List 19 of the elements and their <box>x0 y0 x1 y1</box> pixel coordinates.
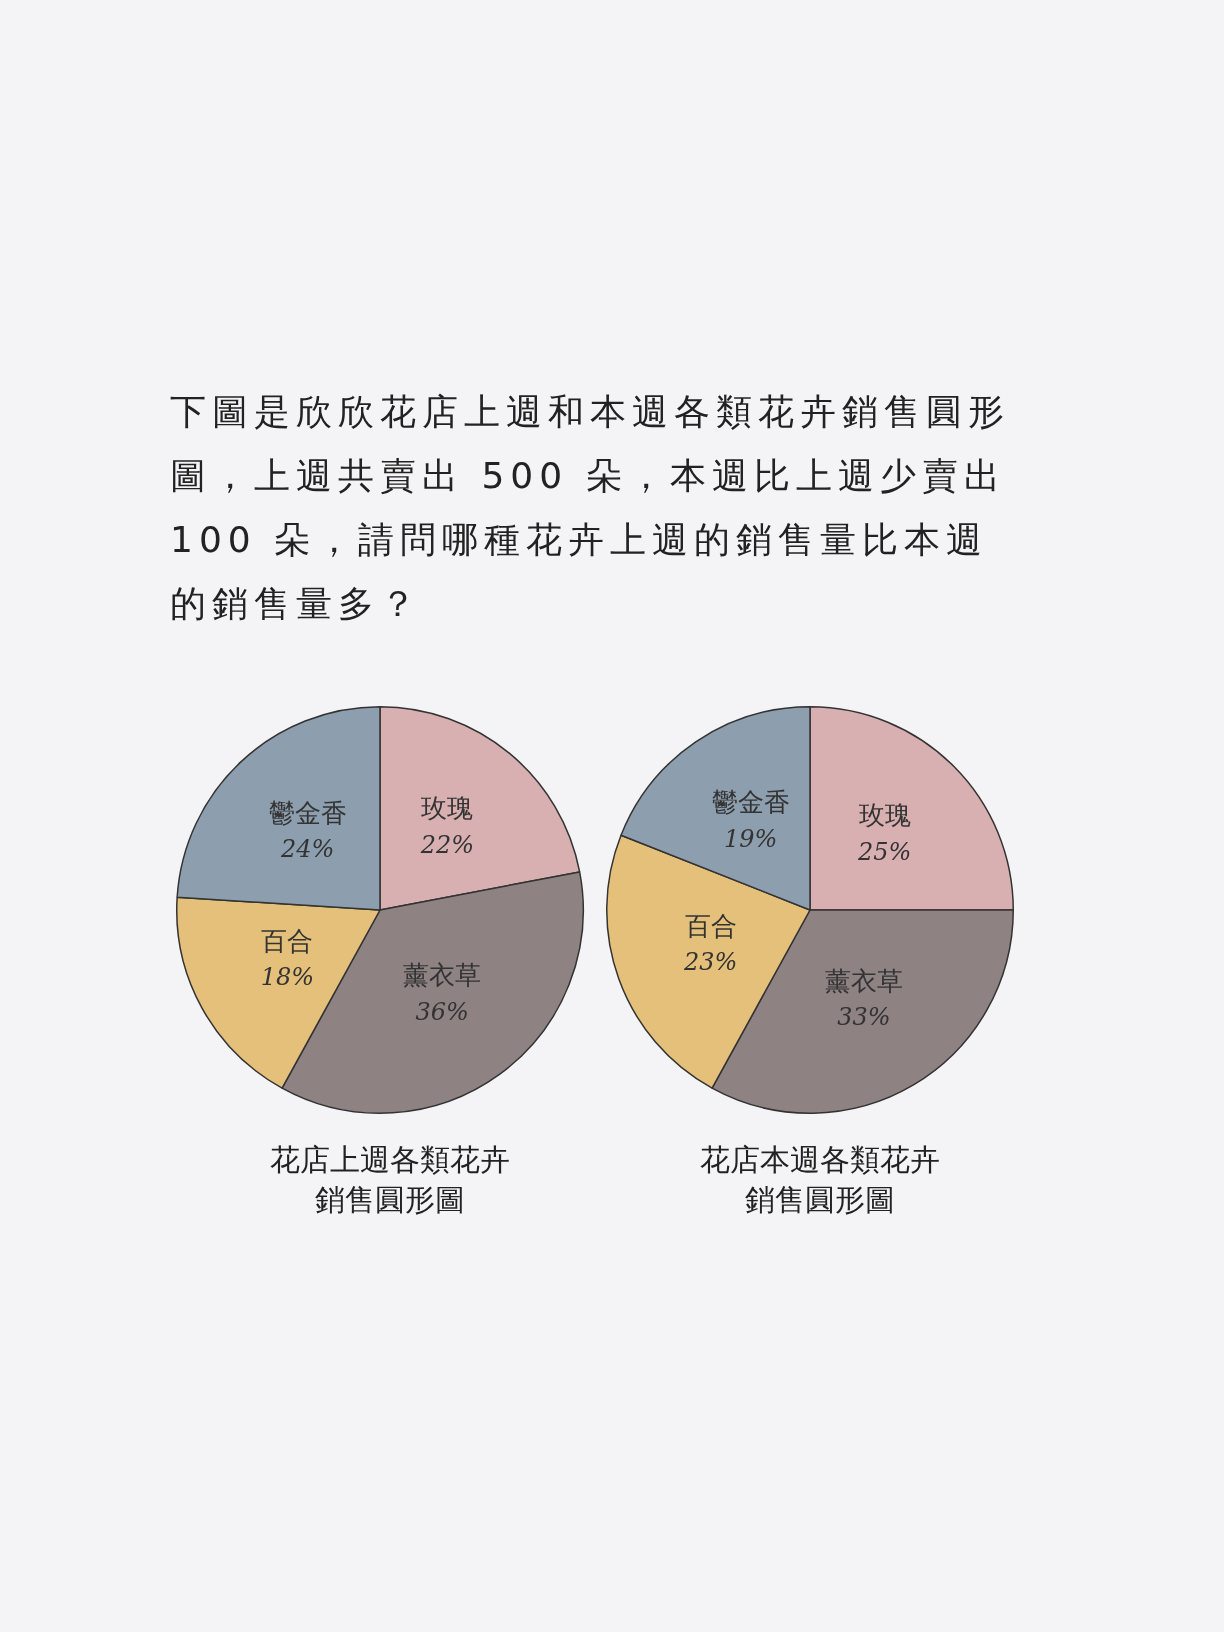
text: 下圖是欣欣花店上週和本週各類花卉銷售圓形圖，上週共賣出 500 朵，本週比上週少賣出 100 朵，請問哪種花卉上週的銷售量比本週的銷售量多？ <box>170 390 1011 626</box>
data-label: 18% <box>260 963 315 992</box>
data-label: 24% <box>279 835 335 864</box>
slice-label: 玫瑰 <box>858 800 911 831</box>
text: 花店上週各類花卉銷售圓形圖 <box>269 1141 511 1219</box>
slice-label: 百合 <box>261 925 314 956</box>
data-label: 33% <box>837 1003 891 1032</box>
slice-label: 薰衣草 <box>403 960 482 991</box>
text: 花店本週各類花卉銷售圓形圖 <box>699 1141 941 1219</box>
data-label: 19% <box>723 824 778 853</box>
slice-label: 鬱金香 <box>268 797 347 828</box>
slice-label: 薰衣草 <box>824 965 903 996</box>
data-label: 22% <box>419 830 475 859</box>
data-label: 23% <box>682 948 738 977</box>
slice-label: 玫瑰 <box>421 793 474 824</box>
data-label: 36% <box>415 997 469 1026</box>
data-label: 25% <box>857 837 912 866</box>
slice-label: 鬱金香 <box>711 787 790 818</box>
slice-label: 百合 <box>684 910 737 941</box>
